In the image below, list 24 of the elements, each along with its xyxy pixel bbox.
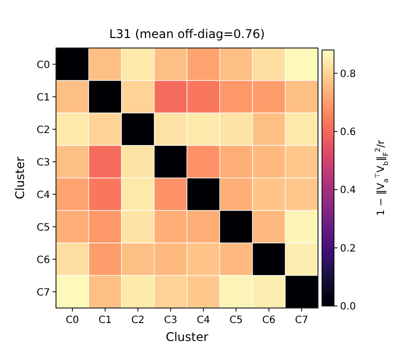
x-tick-label: C1 — [98, 315, 112, 326]
color-bar-label: 0.2 — [340, 243, 356, 254]
color-bar-label: 0.4 — [340, 185, 356, 196]
x-tick-label: C3 — [164, 315, 178, 326]
y-tick-label: C7 — [36, 287, 50, 298]
y-tick-label: C4 — [36, 190, 50, 201]
color-bar-label: 0.0 — [340, 302, 356, 312]
chart-title: L31 (mean off-diag=0.76) — [109, 27, 265, 41]
x-tick-label: C4 — [196, 315, 210, 326]
x-tick-label: C0 — [66, 315, 80, 326]
x-tick-label: C5 — [229, 315, 243, 326]
x-tick-label: C7 — [294, 315, 308, 326]
y-tick-label: C6 — [36, 254, 50, 266]
color-bar-label: 0.6 — [340, 126, 356, 138]
color-bar-label: 0.8 — [340, 68, 356, 80]
y-axis-title: Cluster — [13, 156, 27, 200]
x-axis-title: Cluster — [166, 330, 208, 344]
y-tick-label: C1 — [36, 92, 50, 104]
y-tick-label: C3 — [36, 157, 50, 168]
x-tick-label: C2 — [131, 315, 145, 326]
y-tick-label: C0 — [36, 60, 50, 71]
x-tick-label: C6 — [262, 315, 276, 326]
y-tick-label: C2 — [36, 124, 50, 136]
y-tick-label: C5 — [36, 222, 50, 234]
